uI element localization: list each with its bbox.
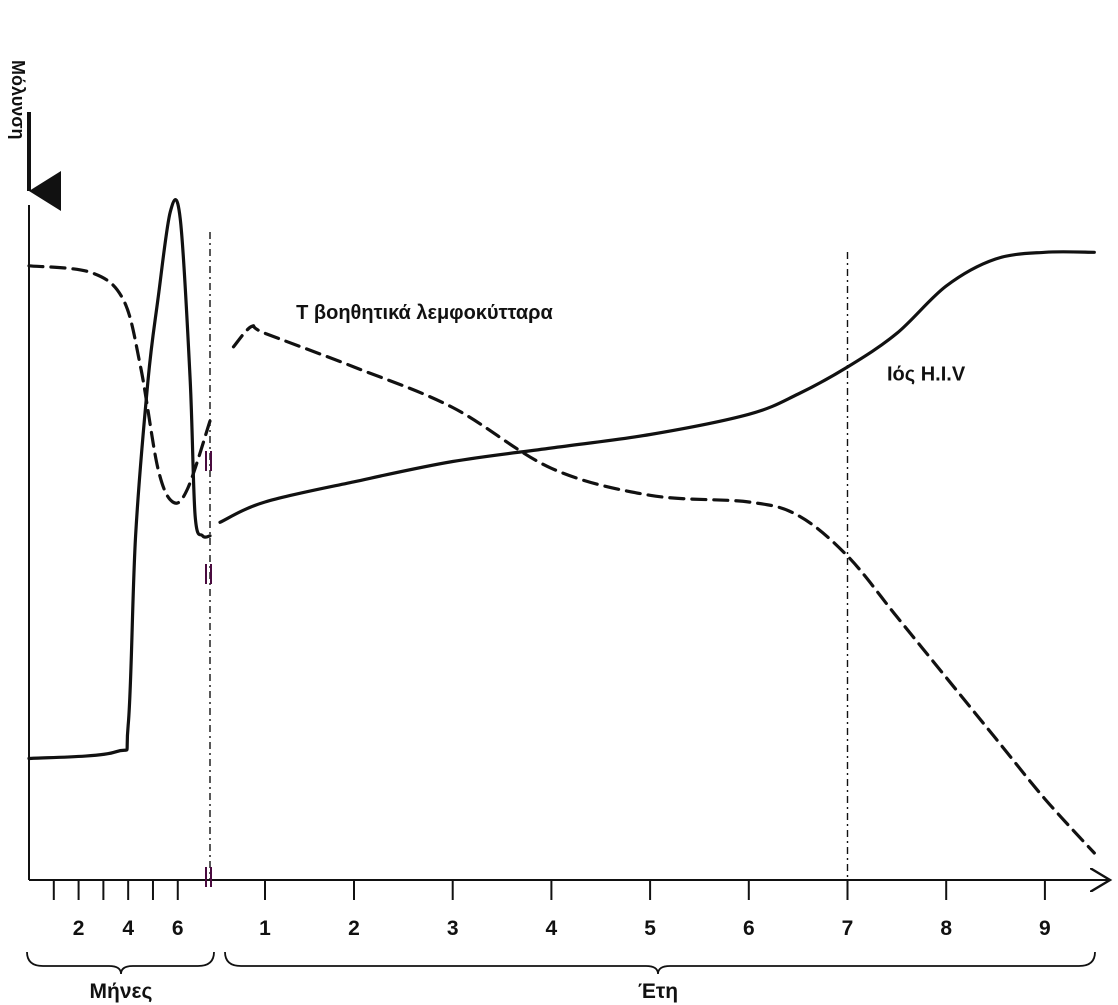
tick-layer: 2 4 6 1 2 3 4 5 6 7 8 9 (52, 880, 1051, 940)
infection-label: Μόλυνση (8, 60, 28, 140)
year-tick-label-7: 7 (842, 917, 854, 940)
month-tick-label-4: 4 (122, 917, 134, 940)
period-braces: Μήνες Έτη (26, 951, 1096, 1003)
reference-lines (209, 232, 849, 880)
year-tick-label-3: 3 (447, 917, 459, 940)
t-helper-lymphocytes-label: Τ βοηθητικά λεμφοκύτταρα (296, 302, 553, 324)
years-range-brace (224, 951, 1096, 975)
month-tick-label-2: 2 (73, 917, 85, 940)
year-tick-label-9: 9 (1039, 917, 1051, 940)
t-helper-lymphocytes-years-line (231, 324, 1096, 855)
year-tick-label-2: 2 (348, 917, 360, 940)
hiv-virus-years-line (218, 250, 1096, 524)
year-tick-label-8: 8 (940, 917, 952, 940)
axis-break-marks (205, 451, 212, 887)
hiv-virus-label: Ιός H.I.V (887, 364, 966, 386)
years-range-label: Έτη (638, 980, 678, 1003)
months-range-brace (26, 951, 215, 975)
hiv-virus-months-line (27, 197, 212, 761)
t-helper-lymphocytes-months-line (27, 264, 212, 505)
months-range-label: Μήνες (90, 980, 153, 1003)
series-layer (27, 197, 1096, 855)
month-tick-label-6: 6 (172, 917, 184, 940)
year-tick-label-5: 5 (644, 917, 656, 940)
year-tick-label-4: 4 (546, 917, 558, 940)
year-tick-label-1: 1 (259, 917, 271, 940)
year-tick-label-6: 6 (743, 917, 755, 940)
annotation-layer: Τ βοηθητικά λεμφοκύτταρα Ιός H.I.V (296, 302, 966, 385)
